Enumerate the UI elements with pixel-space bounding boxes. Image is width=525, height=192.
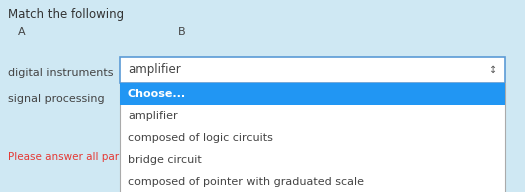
Bar bbox=[120, 83, 505, 192]
Text: composed of logic circuits: composed of logic circuits bbox=[128, 133, 273, 143]
Bar bbox=[120, 83, 505, 105]
Text: amplifier: amplifier bbox=[128, 64, 181, 76]
Text: amplifier: amplifier bbox=[128, 111, 177, 121]
Text: digital instruments: digital instruments bbox=[8, 68, 113, 78]
Text: A: A bbox=[18, 27, 26, 37]
Text: signal processing: signal processing bbox=[8, 94, 104, 104]
Text: bridge circuit: bridge circuit bbox=[128, 155, 202, 165]
Text: Please answer all par: Please answer all par bbox=[8, 152, 119, 162]
Text: Choose...: Choose... bbox=[128, 89, 186, 99]
Bar bbox=[120, 57, 505, 83]
Text: B: B bbox=[178, 27, 186, 37]
Text: ↕: ↕ bbox=[489, 65, 497, 75]
Text: composed of pointer with graduated scale: composed of pointer with graduated scale bbox=[128, 177, 364, 187]
Text: Match the following: Match the following bbox=[8, 8, 124, 21]
